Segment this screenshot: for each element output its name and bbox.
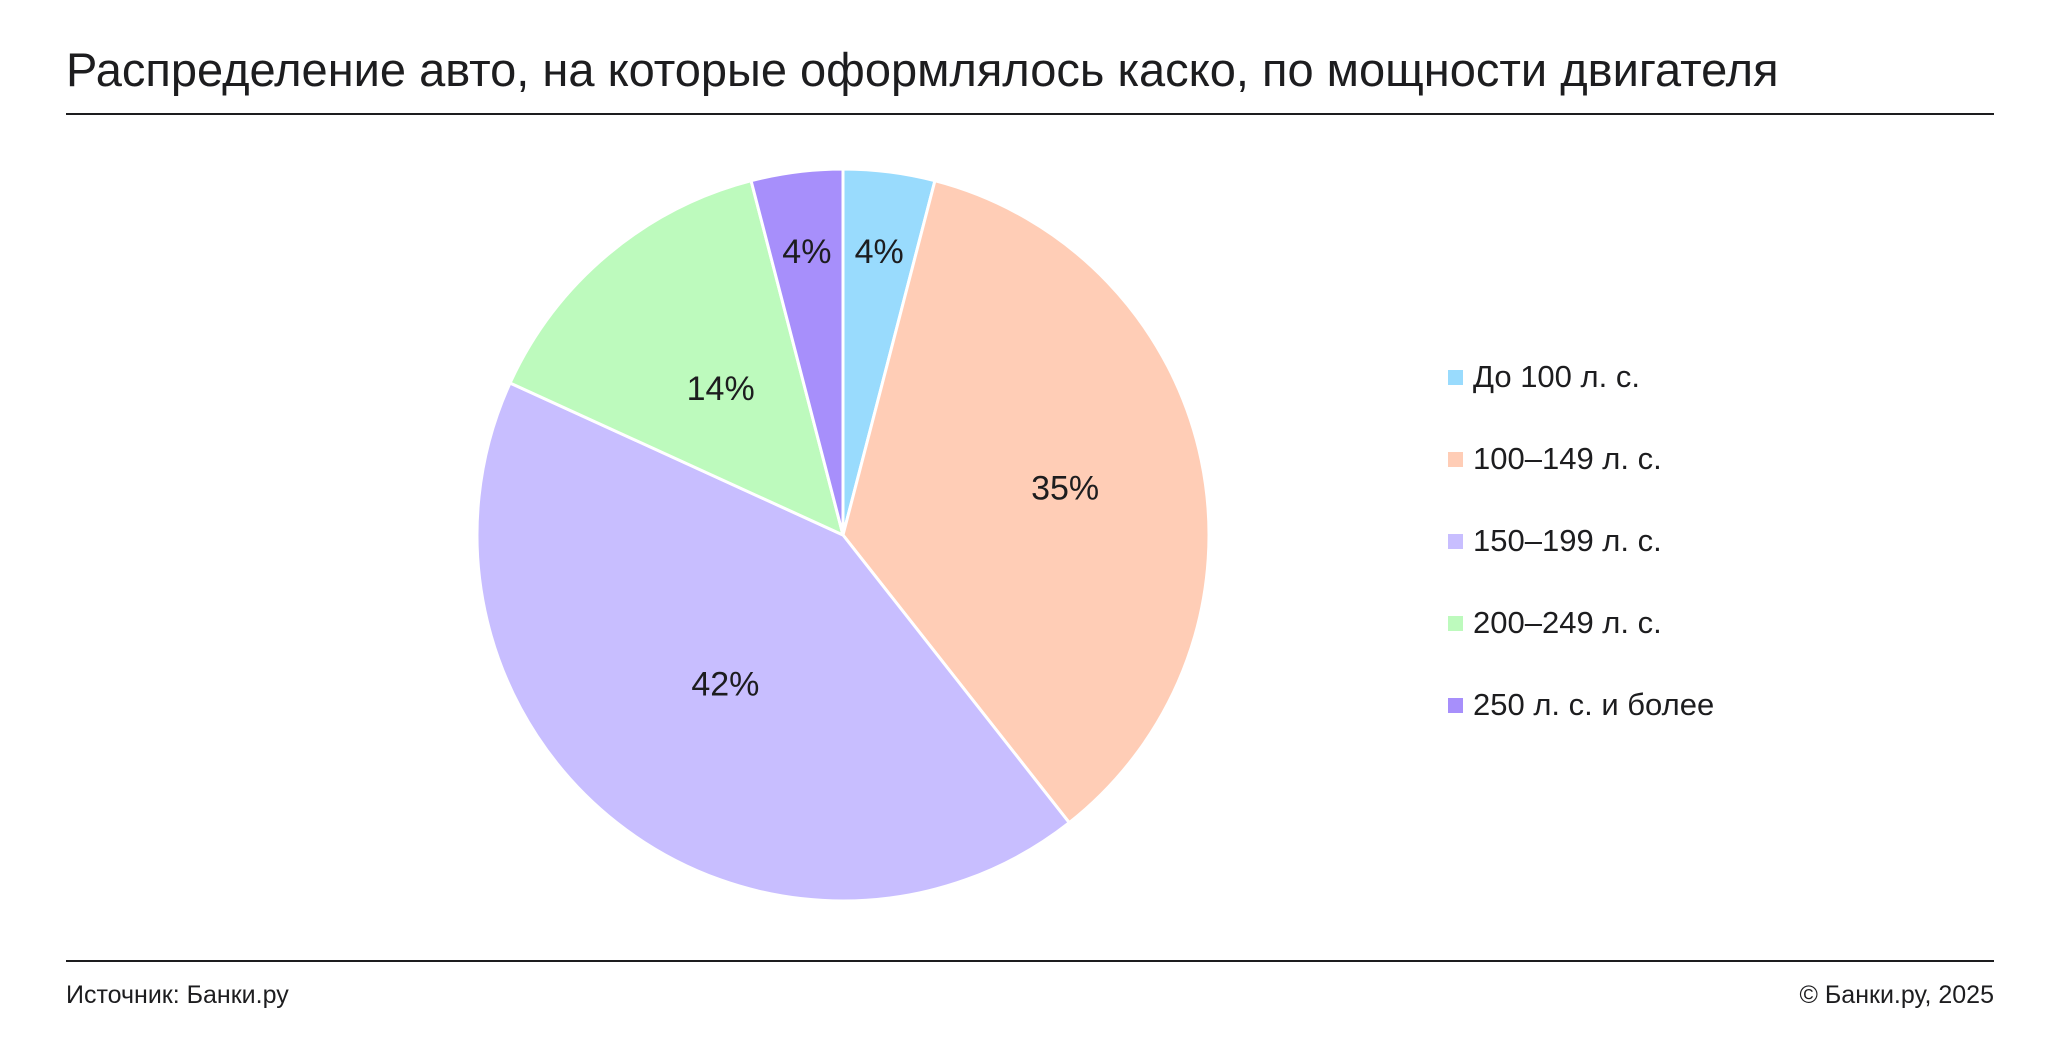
source-note: Источник: Банки.ру: [66, 981, 289, 1009]
pie-slice: [841, 179, 1211, 825]
legend-swatch: [1448, 451, 1463, 467]
legend-label: До 100 л. с.: [1473, 359, 1640, 394]
legend-label: 150–199 л. с.: [1473, 523, 1662, 558]
slice-data-label: 4%: [855, 233, 904, 271]
legend-item: 100–149 л. с.: [1448, 418, 1714, 500]
legend-swatch: [1448, 369, 1463, 385]
legend-item: До 100 л. с.: [1448, 336, 1714, 418]
legend-item: 150–199 л. с.: [1448, 500, 1714, 582]
slice-data-label: 42%: [691, 666, 759, 704]
pie-slice: [508, 179, 845, 537]
legend-item: 250 л. с. и более: [1448, 664, 1714, 746]
legend-swatch: [1448, 533, 1463, 549]
slice-data-label: 14%: [687, 370, 755, 408]
slice-data-label: 4%: [782, 233, 831, 271]
legend-swatch: [1448, 615, 1463, 631]
legend-label: 200–249 л. с.: [1473, 605, 1662, 640]
footer-divider: [66, 960, 1994, 962]
legend-label: 100–149 л. с.: [1473, 441, 1662, 476]
pie-slice: [475, 381, 1071, 903]
chart-title: Распределение авто, на которые оформляло…: [66, 43, 1779, 96]
title-divider: [66, 113, 1994, 115]
legend-swatch: [1448, 697, 1463, 713]
chart-legend: До 100 л. с. 100–149 л. с. 150–199 л. с. 20…: [1448, 336, 1714, 746]
legend-label: 250 л. с. и более: [1473, 687, 1715, 722]
slice-data-label: 35%: [1031, 470, 1099, 508]
copyright-note: © Банки.ру, 2025: [1799, 981, 1994, 1009]
pie-slice: [749, 167, 845, 537]
legend-item: 200–249 л. с.: [1448, 582, 1714, 664]
pie-slices: [475, 167, 1211, 903]
pie-data-labels: 4% 35% 42% 14% 4%: [687, 233, 1100, 704]
